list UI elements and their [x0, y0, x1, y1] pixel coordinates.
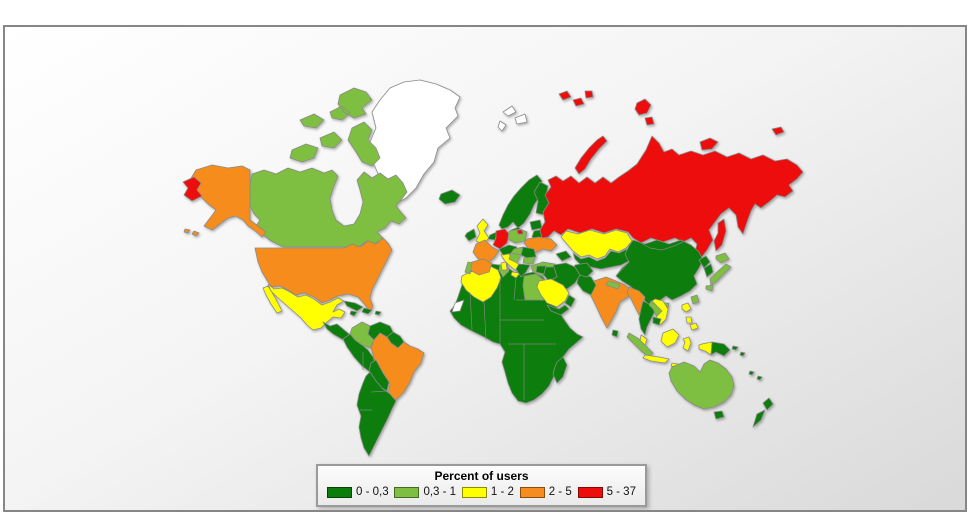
- legend-item: 2 - 5: [519, 486, 572, 498]
- country-france[interactable]: [472, 239, 500, 264]
- country-balkans[interactable]: [508, 252, 522, 264]
- country-indonesia-papua[interactable]: [698, 341, 713, 356]
- country-borneo[interactable]: [660, 328, 680, 348]
- country-australia[interactable]: [668, 359, 735, 410]
- country-cambodia[interactable]: [652, 316, 662, 326]
- legend-item: 1 - 2: [461, 486, 514, 498]
- internal-borders: [360, 241, 684, 411]
- country-kaliningrad[interactable]: [516, 229, 524, 235]
- country-sumatra[interactable]: [626, 332, 654, 358]
- country-japan[interactable]: [705, 252, 732, 292]
- country-new-zealand[interactable]: [752, 397, 774, 428]
- country-oman[interactable]: [564, 294, 576, 308]
- legend-item: 5 - 37: [577, 486, 636, 498]
- country-levant[interactable]: [535, 265, 547, 275]
- legend-items: 0 - 0,3 0,3 - 1 1 - 2 2 - 5 5 - 37: [318, 483, 645, 498]
- country-greece[interactable]: [515, 263, 531, 278]
- country-chukotka[interactable]: [182, 176, 203, 202]
- country-philippines[interactable]: [681, 302, 699, 331]
- country-pacific-islands[interactable]: [739, 351, 763, 381]
- country-puerto-rico[interactable]: [374, 310, 382, 316]
- legend-item: 0,3 - 1: [394, 486, 456, 498]
- country-china-mongolia[interactable]: [615, 239, 704, 307]
- country-sulawesi[interactable]: [682, 336, 692, 352]
- country-cuba[interactable]: [343, 300, 364, 312]
- country-svalbard[interactable]: [497, 105, 528, 132]
- country-uk[interactable]: [475, 218, 490, 245]
- country-portugal[interactable]: [464, 261, 473, 275]
- country-tasmania[interactable]: [713, 410, 725, 420]
- country-argentina-chile[interactable]: [356, 371, 397, 457]
- country-yemen[interactable]: [546, 304, 570, 316]
- legend-swatch-icon: [577, 486, 603, 498]
- country-baltics[interactable]: [529, 219, 543, 231]
- legend-panel: Percent of users 0 - 0,3 0,3 - 1 1 - 2 2…: [316, 464, 647, 507]
- country-hispaniola[interactable]: [361, 307, 373, 315]
- country-alaska[interactable]: [183, 164, 267, 238]
- legend-swatch-icon: [394, 486, 420, 498]
- country-java[interactable]: [642, 354, 670, 364]
- world-map: [182, 79, 804, 457]
- country-myanmar[interactable]: [626, 286, 646, 316]
- country-canada-islands[interactable]: [289, 87, 381, 167]
- country-papua-new-guinea[interactable]: [710, 341, 739, 357]
- legend-title: Percent of users: [434, 469, 529, 483]
- country-caucasus[interactable]: [555, 250, 572, 262]
- legend-swatch-icon: [327, 486, 352, 498]
- legend-label: 2 - 5: [548, 486, 572, 498]
- country-north-korea[interactable]: [698, 255, 711, 269]
- country-russia[interactable]: [539, 135, 804, 259]
- country-western-sahara[interactable]: [451, 299, 465, 313]
- country-saudi-arabia[interactable]: [536, 278, 570, 308]
- map-panel: Percent of users 0 - 0,3 0,3 - 1 1 - 2 2…: [3, 25, 967, 512]
- country-south-korea[interactable]: [703, 263, 714, 278]
- country-nepal[interactable]: [605, 280, 621, 290]
- country-russia-islands[interactable]: [558, 90, 785, 252]
- country-sri-lanka[interactable]: [611, 329, 619, 338]
- country-ireland[interactable]: [464, 228, 477, 242]
- country-canada[interactable]: [247, 167, 408, 248]
- country-bulgaria[interactable]: [522, 256, 536, 265]
- country-kazakhstan[interactable]: [560, 229, 633, 260]
- country-germany[interactable]: [492, 228, 510, 250]
- country-pakistan[interactable]: [576, 272, 597, 296]
- country-india[interactable]: [588, 276, 632, 329]
- legend-swatch-icon: [519, 486, 545, 498]
- legend-label: 0 - 0,3: [356, 486, 389, 498]
- legend-label: 1 - 2: [490, 486, 514, 498]
- legend-label: 0,3 - 1: [423, 486, 457, 498]
- legend-item: 0 - 0,3: [327, 486, 389, 498]
- country-madagascar[interactable]: [552, 356, 568, 384]
- country-romania[interactable]: [520, 246, 537, 259]
- country-iceland[interactable]: [438, 189, 461, 205]
- legend-swatch-icon: [461, 486, 487, 498]
- country-mexico[interactable]: [262, 283, 346, 331]
- country-jamaica[interactable]: [349, 310, 358, 317]
- legend-label: 5 - 37: [606, 486, 636, 498]
- country-taiwan[interactable]: [690, 294, 700, 305]
